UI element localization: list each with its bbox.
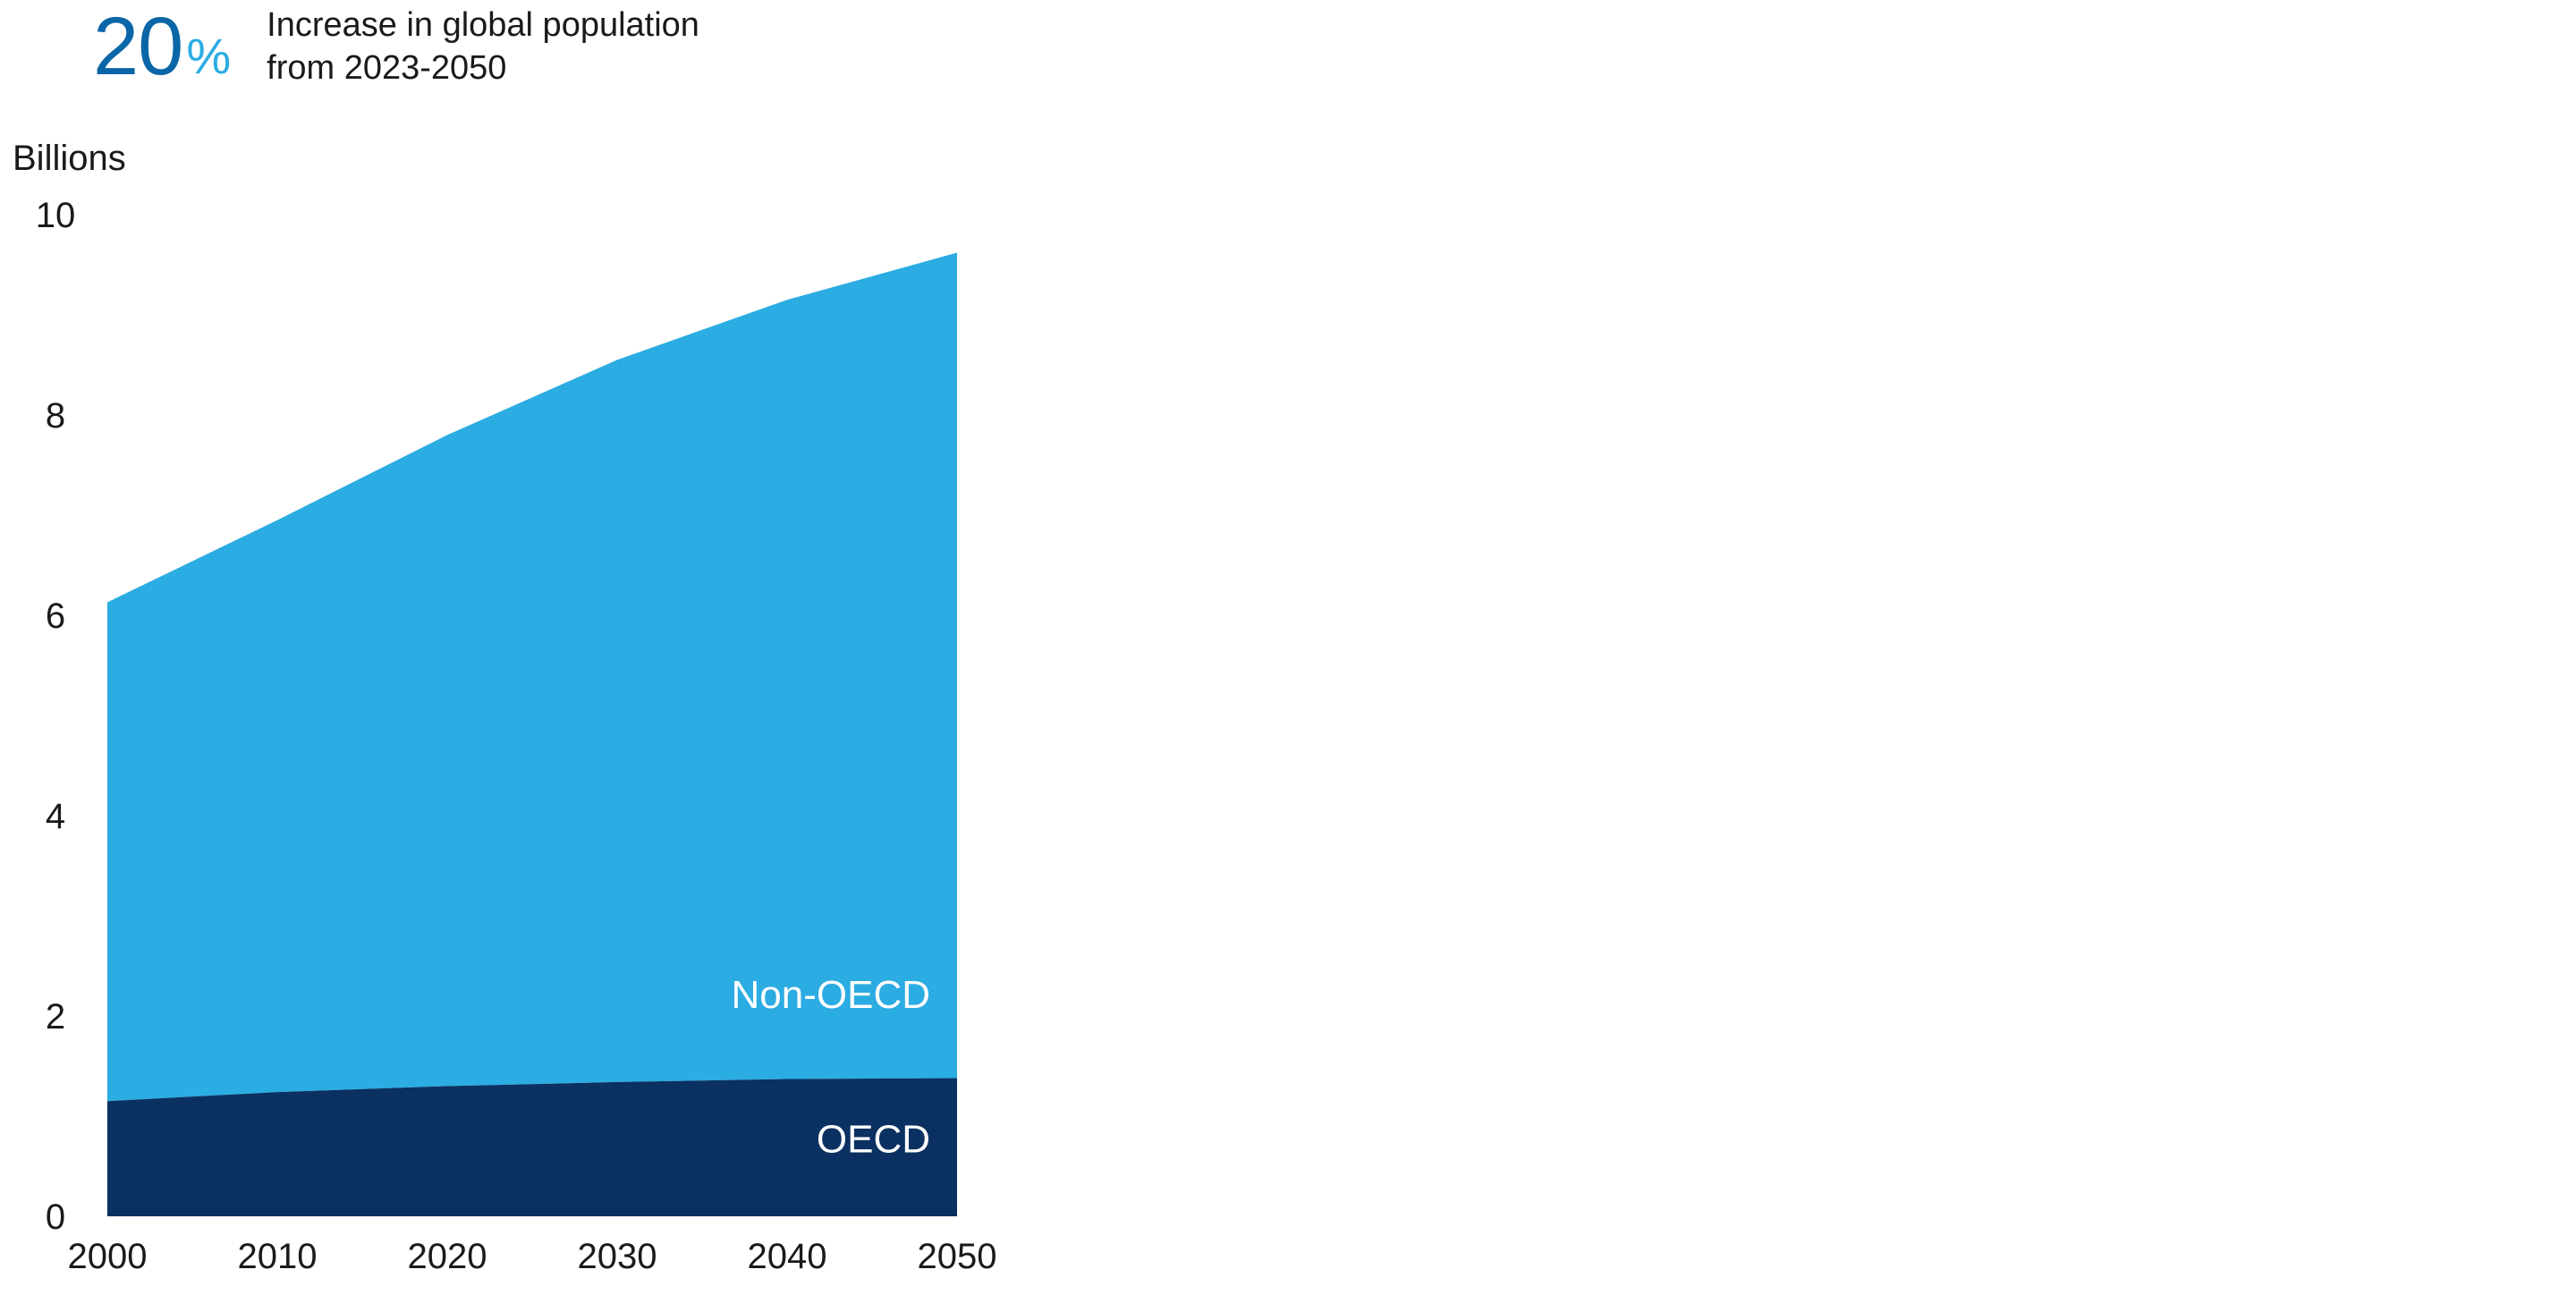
series-label-oecd: OECD [817, 1118, 930, 1162]
headline-text: Increase in global population from 2023-… [267, 4, 699, 89]
population-area-chart: 0 2 4 6 8 10 2000 2010 2020 2030 2040 2050 Non-OECD O… [0, 179, 1002, 1288]
x-tick-label: 2040 [748, 1237, 827, 1276]
y-tick-label: 2 [46, 997, 65, 1037]
y-tick-label: 0 [46, 1198, 65, 1237]
headline: 20 % Increase in global population from … [93, 0, 699, 94]
series-label-non-oecd: Non-OECD [732, 973, 931, 1017]
y-tick-label: 6 [46, 597, 65, 636]
headline-percent: % [186, 27, 231, 85]
x-tick-label: 2030 [578, 1237, 657, 1276]
headline-text-line2: from 2023-2050 [267, 47, 699, 90]
x-tick-label: 2020 [408, 1237, 487, 1276]
y-tick-label: 8 [46, 396, 65, 436]
y-axis-title: Billions [13, 139, 126, 179]
headline-text-line1: Increase in global population [267, 4, 699, 47]
stage: 20 % Increase in global population from … [0, 0, 2576, 1295]
x-tick-label: 2050 [918, 1237, 997, 1276]
y-tick-label: 10 [36, 196, 76, 235]
y-tick-label: 4 [46, 797, 65, 836]
x-tick-label: 2010 [238, 1237, 318, 1276]
headline-number: 20 [93, 0, 182, 94]
x-tick-label: 2000 [68, 1237, 148, 1276]
